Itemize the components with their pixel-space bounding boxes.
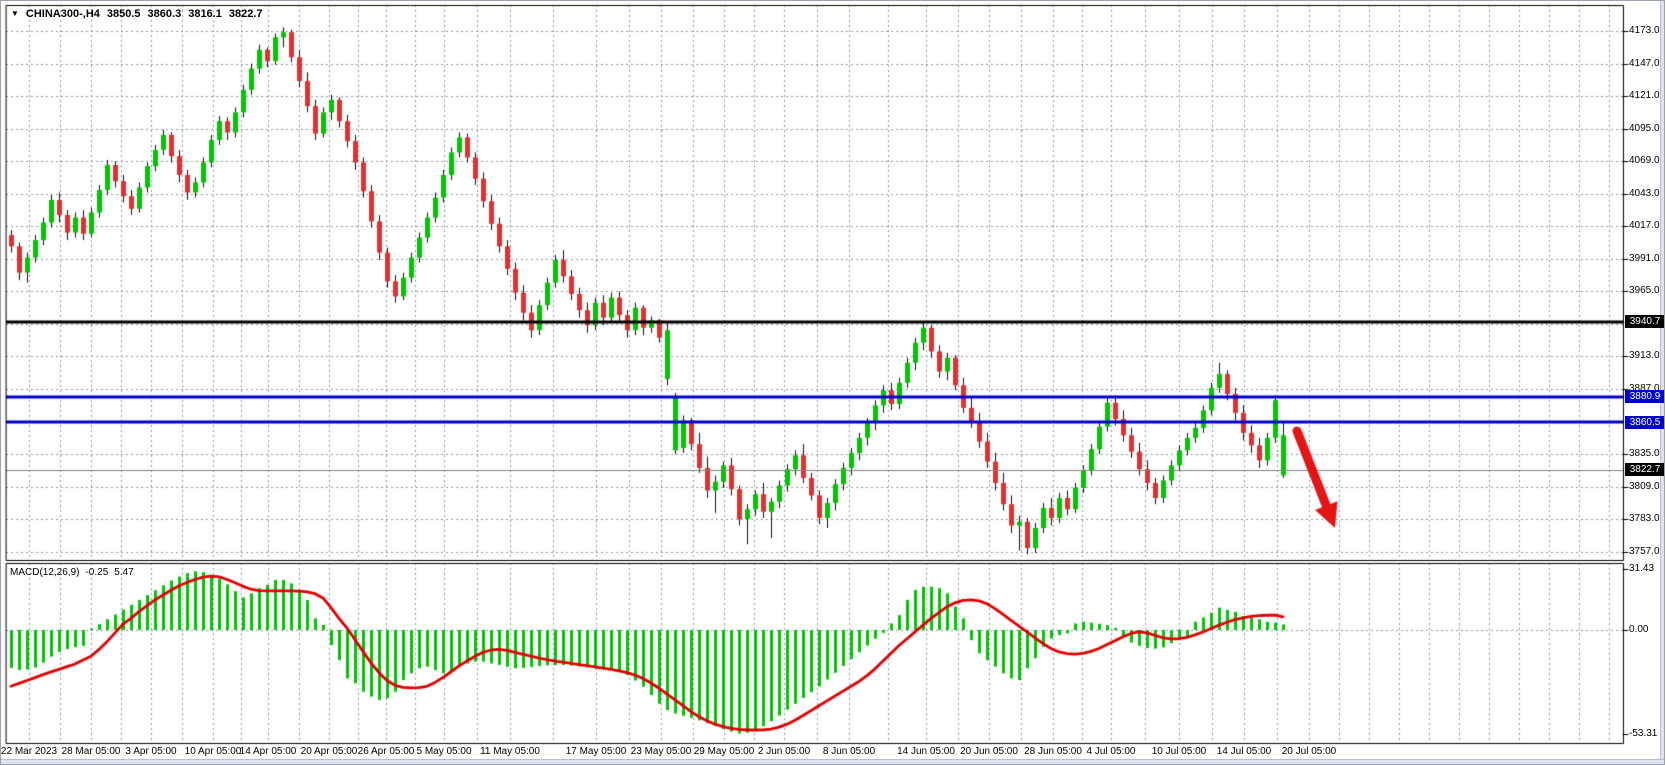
x-axis-label: 29 May 05:00 — [693, 746, 755, 757]
y-axis-label: 4095.0 — [1629, 122, 1660, 134]
current-price-badge: 3822.7 — [1625, 463, 1664, 476]
x-axis-label: 3 Apr 05:00 — [125, 746, 177, 757]
x-axis-label: 11 May 05:00 — [480, 746, 540, 757]
y-axis-label: 4069.0 — [1629, 155, 1660, 167]
y-axis-label: 4121.0 — [1629, 90, 1660, 102]
x-axis-label: 20 Jun 05:00 — [960, 746, 1018, 757]
y-axis-label: 3809.0 — [1629, 480, 1660, 492]
y-axis-label: 4017.0 — [1629, 220, 1660, 232]
macd-axis-label: -53.31 — [1629, 727, 1658, 739]
x-axis-label: 28 Jun 05:00 — [1024, 746, 1082, 757]
ohlc-close: 3822.7 — [228, 7, 263, 20]
x-axis-label: 10 Jul 05:00 — [1151, 746, 1207, 757]
x-axis-label: 5 May 05:00 — [416, 746, 472, 757]
x-axis-label: 14 Jul 05:00 — [1216, 746, 1272, 757]
x-axis-label: 23 May 05:00 — [630, 746, 692, 757]
macd-value-2: 5.47 — [114, 567, 134, 578]
x-axis-label: 10 Apr 05:00 — [184, 746, 242, 757]
x-axis-label: 20 Jul 05:00 — [1281, 746, 1337, 757]
x-axis-label: 14 Jun 05:00 — [897, 746, 955, 757]
y-axis-label: 3835.0 — [1629, 448, 1660, 460]
x-axis-label: 20 Apr 05:00 — [300, 746, 358, 757]
x-axis-label: 2 Jun 05:00 — [757, 746, 811, 757]
x-axis-label: 14 Apr 05:00 — [239, 746, 297, 757]
y-axis-label: 3887.0 — [1629, 383, 1660, 395]
macd-axis-label: 31.43 — [1629, 562, 1655, 574]
y-axis-label: 3783.0 — [1629, 513, 1660, 525]
macd-value-1: -0.25 — [85, 567, 109, 578]
blue-line1-price-badge[interactable]: 3880.9 — [1625, 390, 1664, 403]
black-line-price-badge[interactable]: 3940.7 — [1625, 315, 1664, 328]
y-axis-label: 4147.0 — [1629, 57, 1660, 69]
symbol-period-label: CHINA300-,H4 — [25, 7, 100, 20]
y-axis-label: 3991.0 — [1629, 252, 1660, 264]
ohlc-open: 3850.5 — [106, 7, 141, 20]
x-axis-label: 17 May 05:00 — [565, 746, 627, 757]
x-axis-label: 26 Apr 05:00 — [357, 746, 415, 757]
x-axis-label: 4 Jul 05:00 — [1086, 746, 1136, 757]
macd-axis-label: 0.00 — [1629, 624, 1649, 635]
y-axis-label: 4043.0 — [1629, 187, 1660, 199]
macd-indicator-label: MACD(12,26,9) -0.25 5.47 — [10, 567, 134, 578]
y-axis-label: 3965.0 — [1629, 285, 1660, 297]
chevron-down-icon[interactable]: ▼ — [11, 8, 19, 18]
window-right-edge — [1660, 1, 1664, 764]
x-axis-label: 28 Mar 05:00 — [61, 746, 121, 757]
x-axis-label: 8 Jun 05:00 — [822, 746, 876, 757]
window-bottom-edge — [1, 759, 1664, 764]
y-axis-label: 3757.0 — [1629, 545, 1660, 557]
y-axis-label: 3913.0 — [1629, 350, 1660, 362]
ohlc-low: 3816.1 — [188, 7, 222, 20]
x-axis-label: 22 Mar 2023 — [0, 746, 58, 757]
blue-line2-price-badge[interactable]: 3860.5 — [1625, 416, 1664, 429]
y-axis-label: 4173.0 — [1629, 25, 1660, 36]
ohlc-high: 3860.3 — [147, 7, 182, 20]
macd-name: MACD(12,26,9) — [10, 567, 80, 578]
chart-title-bar: ▼ CHINA300-,H4 3850.5 3860.3 3816.1 3822… — [11, 6, 263, 21]
